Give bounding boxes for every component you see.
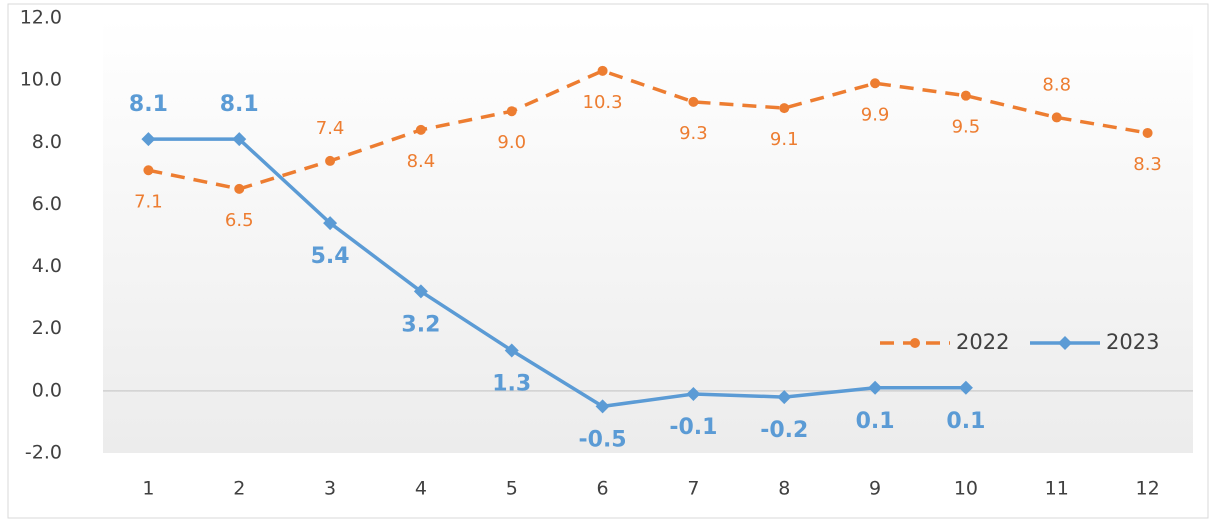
marker: [868, 380, 883, 395]
data-label: 8.1: [220, 92, 259, 117]
x-tick-label: 2: [233, 478, 245, 500]
x-tick-label: 11: [1045, 478, 1069, 500]
y-tick-label: 8.0: [32, 131, 62, 153]
frame: [7, 3, 1209, 519]
data-label: 8.3: [1133, 154, 1162, 175]
marker: [597, 65, 608, 76]
marker: [777, 390, 792, 405]
marker: [234, 183, 245, 194]
marker: [688, 96, 699, 107]
data-label: 8.8: [1042, 74, 1071, 95]
data-label: 7.4: [316, 118, 345, 139]
data-label: 9.9: [861, 104, 890, 125]
legend-label: 2023: [1106, 330, 1159, 354]
x-tick-label: 7: [687, 478, 699, 500]
x-tick-label: 4: [415, 478, 427, 500]
marker: [141, 132, 156, 147]
x-tick-label: 5: [506, 478, 518, 500]
x-tick-label: 12: [1135, 478, 1159, 500]
data-label: 5.4: [311, 244, 350, 269]
x-tick-label: 9: [869, 478, 881, 500]
data-label: 9.1: [770, 129, 799, 150]
data-label: 9.3: [679, 123, 708, 144]
data-label: 9.0: [497, 132, 526, 153]
marker: [413, 284, 428, 299]
data-label: 0.1: [856, 409, 895, 434]
data-label: 8.4: [407, 151, 436, 172]
marker: [504, 343, 519, 358]
marker: [1051, 112, 1062, 123]
x-tick-label: 1: [142, 478, 154, 500]
x-tick-label: 8: [778, 478, 790, 500]
y-tick-label: 6.0: [32, 193, 62, 215]
data-label: 3.2: [401, 312, 440, 337]
marker: [960, 90, 971, 101]
legend-marker: [1058, 336, 1072, 350]
data-label: 1.3: [492, 371, 531, 396]
y-tick-label: -2.0: [25, 442, 62, 464]
legend-label: 2022: [956, 330, 1009, 354]
marker: [323, 216, 338, 231]
x-tick-label: 6: [597, 478, 609, 500]
plot-area: [103, 18, 1193, 453]
data-label: 9.5: [952, 117, 981, 138]
y-tick-label: 10.0: [20, 69, 62, 91]
marker: [779, 103, 790, 114]
x-tick-label: 10: [954, 478, 978, 500]
series-line: [148, 137, 966, 409]
legend-marker: [910, 338, 920, 348]
marker: [415, 124, 426, 135]
marker: [958, 380, 973, 395]
marker: [686, 386, 701, 401]
data-label: -0.5: [579, 427, 627, 452]
data-label: 7.1: [134, 191, 163, 212]
series-line: [148, 68, 1148, 191]
y-tick-label: 4.0: [32, 255, 62, 277]
marker: [506, 106, 517, 117]
data-label: 6.5: [225, 210, 254, 231]
marker: [1142, 127, 1153, 138]
marker: [595, 399, 610, 414]
marker: [232, 132, 247, 147]
marker: [870, 78, 881, 89]
marker: [325, 155, 336, 166]
marker: [143, 165, 154, 176]
y-tick-label: 0.0: [32, 379, 62, 401]
y-tick-label: 2.0: [32, 317, 62, 339]
data-label: -0.1: [669, 415, 717, 440]
x-tick-label: 3: [324, 478, 336, 500]
data-label: 8.1: [129, 92, 168, 117]
data-label: -0.2: [760, 418, 808, 443]
data-label: 10.3: [583, 92, 623, 113]
data-label: 0.1: [946, 409, 985, 434]
y-tick-label: 12.0: [20, 7, 62, 29]
